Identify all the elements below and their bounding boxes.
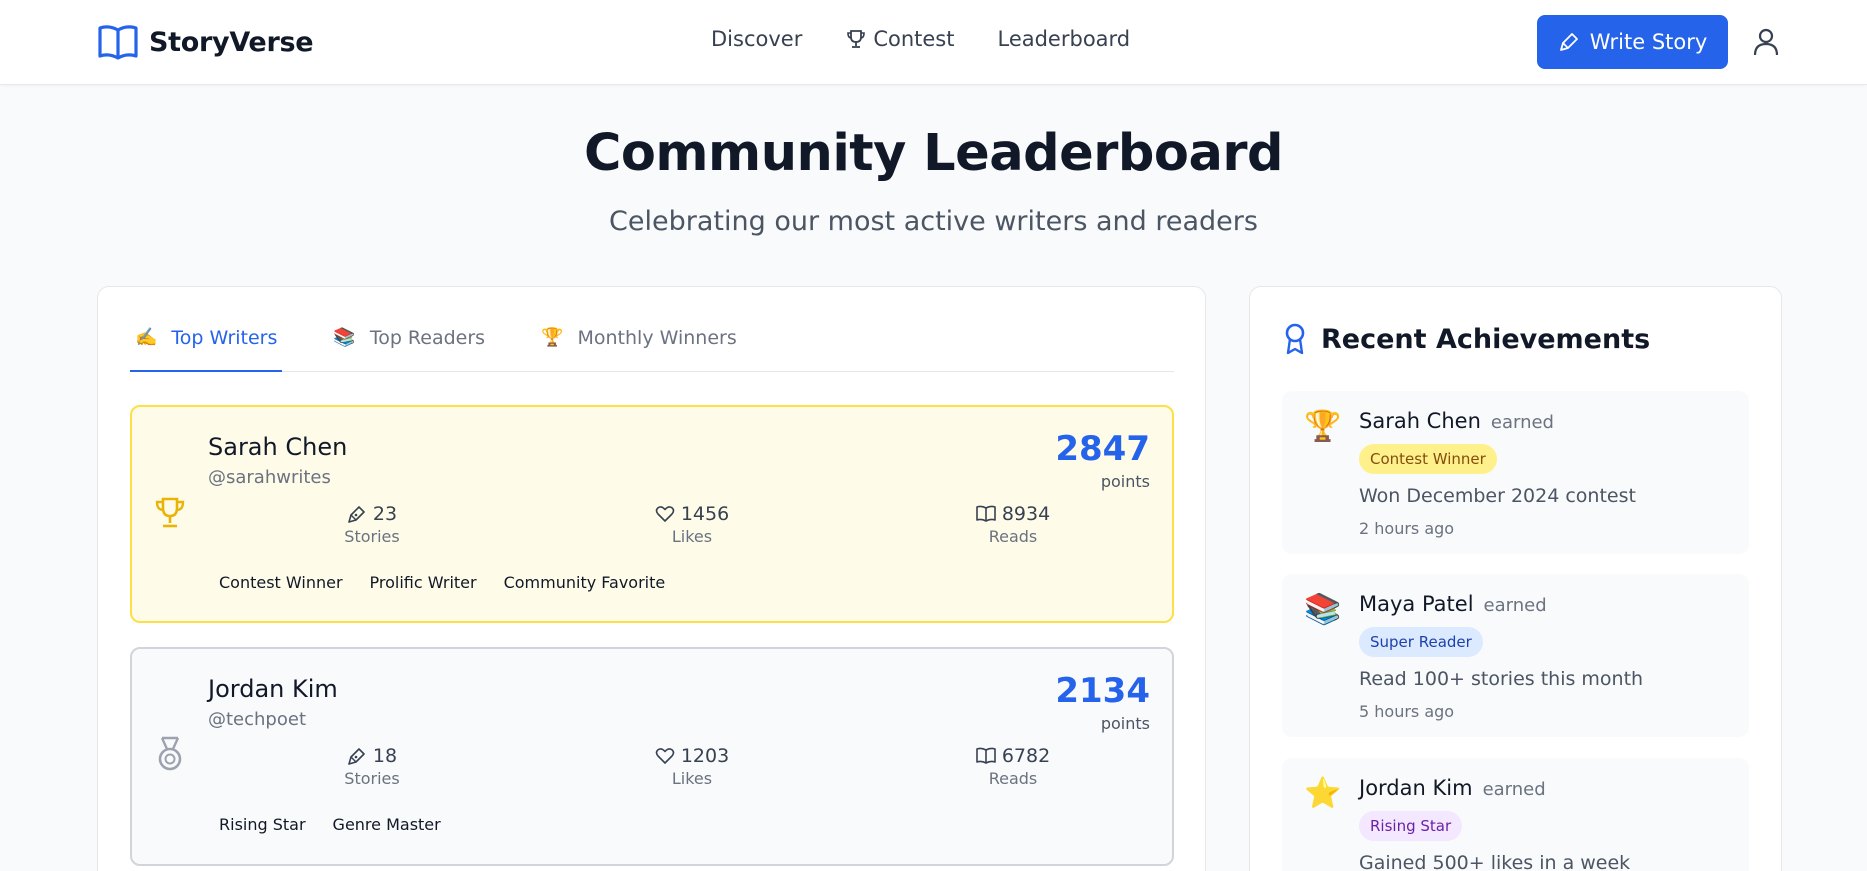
badge: Rising Star xyxy=(219,815,306,834)
stat-likes: 1203 Likes xyxy=(617,745,767,788)
badge: Community Favorite xyxy=(503,573,666,592)
achievement-item[interactable]: 🏆 Sarah Chen earned Contest Winner Won D… xyxy=(1282,391,1749,554)
brand-logo[interactable]: StoryVerse xyxy=(97,22,314,62)
leader-handle: @sarahwrites xyxy=(208,467,331,488)
trophy-icon xyxy=(155,497,185,528)
achievement-earned-text: earned xyxy=(1482,779,1546,800)
main-nav: Discover Contest Leaderboard xyxy=(711,27,1130,51)
star-icon: ⭐ xyxy=(1304,776,1342,811)
leader-name[interactable]: Sarah Chen xyxy=(208,433,348,461)
achievement-badge: Rising Star xyxy=(1359,811,1463,841)
stat-reads: 6782 Reads xyxy=(938,745,1088,788)
achievement-badge: Contest Winner xyxy=(1359,444,1497,474)
tab-top-writers-label: Top Writers xyxy=(171,327,278,349)
leader-card[interactable]: Sarah Chen @sarahwrites 2847 points 23 S… xyxy=(130,405,1174,623)
stat-reads-label: Reads xyxy=(988,527,1038,546)
tab-top-readers-label: Top Readers xyxy=(369,327,486,349)
leader-points: 2847 points xyxy=(1055,429,1150,491)
stat-stories-value: 23 xyxy=(372,503,398,525)
write-story-button[interactable]: Write Story xyxy=(1537,15,1728,69)
badge-list: Rising Star Genre Master xyxy=(208,815,452,834)
achievement-user[interactable]: Maya Patel xyxy=(1359,592,1474,616)
badge-list: Contest Winner Prolific Writer Community… xyxy=(208,573,676,592)
page-title: Community Leaderboard xyxy=(583,124,1284,183)
writing-hand-icon: ✍️ xyxy=(135,327,158,348)
achievement-description: Read 100+ stories this month xyxy=(1359,668,1644,690)
stat-reads-label: Reads xyxy=(988,769,1038,788)
achievement-description: Gained 500+ likes in a week xyxy=(1359,852,1631,871)
stat-stories-value: 18 xyxy=(372,745,398,767)
pen-icon xyxy=(1559,33,1578,51)
points-label: points xyxy=(1100,714,1150,733)
achievement-user[interactable]: Sarah Chen xyxy=(1359,409,1481,433)
book-icon xyxy=(976,747,996,764)
pen-icon xyxy=(348,506,365,523)
open-book-icon xyxy=(98,25,138,60)
stat-reads-value: 6782 xyxy=(1001,745,1051,767)
badge: Genre Master xyxy=(332,815,441,834)
stat-reads: 8934 Reads xyxy=(938,503,1088,546)
achievement-earned-text: earned xyxy=(1490,412,1554,433)
points-value: 2847 xyxy=(1055,429,1150,469)
trophy-icon: 🏆 xyxy=(541,327,564,348)
leader-card[interactable]: Jordan Kim @techpoet 2134 points 18 Stor… xyxy=(130,647,1174,866)
stat-stories-label: Stories xyxy=(344,769,400,788)
nav-discover-label: Discover xyxy=(711,27,803,51)
points-label: points xyxy=(1100,472,1150,491)
nav-leaderboard[interactable]: Leaderboard xyxy=(997,27,1130,51)
stat-likes-value: 1456 xyxy=(680,503,730,525)
nav-leaderboard-label: Leaderboard xyxy=(997,27,1131,51)
medal-icon xyxy=(158,736,182,771)
page-subtitle: Celebrating our most active writers and … xyxy=(609,206,1258,237)
achievement-earned-text: earned xyxy=(1483,595,1547,616)
stat-stories: 23 Stories xyxy=(297,503,447,546)
tab-top-writers[interactable]: ✍️ Top Writers xyxy=(130,327,283,372)
stat-likes-label: Likes xyxy=(671,769,713,788)
pen-icon xyxy=(348,748,365,765)
badge: Prolific Writer xyxy=(369,573,477,592)
leader-name[interactable]: Jordan Kim xyxy=(208,675,338,703)
top-navbar: StoryVerse Discover Contest Leaderboard … xyxy=(0,0,1867,85)
user-icon[interactable] xyxy=(1750,26,1782,58)
tab-monthly-winners-label: Monthly Winners xyxy=(577,327,737,349)
write-story-label: Write Story xyxy=(1589,30,1708,54)
stat-stories: 18 Stories xyxy=(297,745,447,788)
nav-contest-label: Contest xyxy=(873,27,955,51)
heart-icon xyxy=(655,506,675,522)
stat-likes-value: 1203 xyxy=(680,745,730,767)
achievement-item[interactable]: ⭐ Jordan Kim earned Rising Star Gained 5… xyxy=(1282,758,1749,871)
achievement-time: 5 hours ago xyxy=(1359,702,1455,721)
stat-stories-label: Stories xyxy=(344,527,400,546)
achievement-time: 2 hours ago xyxy=(1359,519,1455,538)
trophy-icon xyxy=(847,30,866,48)
leaderboard-panel: ✍️ Top Writers 📚 Top Readers 🏆 Monthly W… xyxy=(97,286,1206,871)
badge: Contest Winner xyxy=(219,573,343,592)
points-value: 2134 xyxy=(1055,671,1150,711)
award-icon xyxy=(1285,323,1305,355)
tab-monthly-winners[interactable]: 🏆 Monthly Winners xyxy=(536,327,742,372)
books-icon: 📚 xyxy=(333,327,356,348)
heart-icon xyxy=(655,748,675,764)
achievement-user[interactable]: Jordan Kim xyxy=(1359,776,1473,800)
achievement-badge: Super Reader xyxy=(1359,627,1483,657)
nav-discover[interactable]: Discover xyxy=(711,27,802,51)
brand-name: StoryVerse xyxy=(149,26,314,58)
recent-achievements-panel: Recent Achievements 🏆 Sarah Chen earned … xyxy=(1249,286,1782,871)
stat-reads-value: 8934 xyxy=(1001,503,1051,525)
tab-top-readers[interactable]: 📚 Top Readers xyxy=(328,327,490,372)
leaderboard-tabs: ✍️ Top Writers 📚 Top Readers 🏆 Monthly W… xyxy=(130,327,1174,372)
stat-likes-label: Likes xyxy=(671,527,713,546)
stat-likes: 1456 Likes xyxy=(617,503,767,546)
trophy-icon: 🏆 xyxy=(1304,409,1342,444)
leader-points: 2134 points xyxy=(1055,671,1150,733)
achievement-description: Won December 2024 contest xyxy=(1359,485,1636,507)
leader-handle: @techpoet xyxy=(208,709,307,730)
achievements-header: Recent Achievements xyxy=(1282,323,1650,355)
achievement-item[interactable]: 📚 Maya Patel earned Super Reader Read 10… xyxy=(1282,574,1749,737)
book-icon xyxy=(976,505,996,522)
nav-contest[interactable]: Contest xyxy=(845,27,954,51)
books-icon: 📚 xyxy=(1304,592,1342,627)
achievements-title: Recent Achievements xyxy=(1321,323,1651,355)
